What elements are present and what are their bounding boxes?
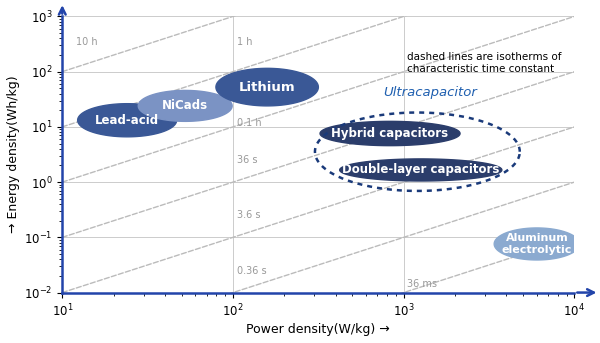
Text: Aluminum
electrolytic: Aluminum electrolytic — [502, 233, 572, 255]
Text: NiCads: NiCads — [162, 99, 208, 113]
Text: dashed lines are isotherms of
characteristic time constant: dashed lines are isotherms of characteri… — [407, 52, 562, 74]
X-axis label: Power density(W/kg) →: Power density(W/kg) → — [247, 323, 390, 336]
Text: 10 h: 10 h — [76, 37, 97, 47]
Polygon shape — [340, 159, 502, 181]
Text: 1 h: 1 h — [236, 37, 252, 47]
Text: Lithium: Lithium — [239, 81, 295, 94]
Text: 3.6 s: 3.6 s — [236, 210, 260, 220]
Polygon shape — [138, 91, 232, 121]
Y-axis label: → Energy density(Wh/kg): → Energy density(Wh/kg) — [7, 76, 20, 233]
Text: Lead-acid: Lead-acid — [95, 114, 159, 127]
Polygon shape — [494, 228, 580, 260]
Text: 36 s: 36 s — [236, 155, 257, 165]
Text: Double-layer capacitors: Double-layer capacitors — [342, 164, 499, 176]
Text: 0.36 s: 0.36 s — [236, 265, 266, 275]
Text: 0.1 h: 0.1 h — [236, 118, 261, 128]
Polygon shape — [216, 68, 319, 106]
Polygon shape — [320, 121, 460, 146]
Text: Hybrid capacitors: Hybrid capacitors — [331, 127, 449, 140]
Polygon shape — [77, 104, 176, 137]
Text: 36 ms: 36 ms — [407, 280, 437, 289]
Text: Ultracapacitor: Ultracapacitor — [383, 86, 477, 99]
